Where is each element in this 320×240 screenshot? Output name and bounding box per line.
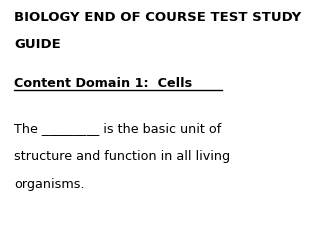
Text: GUIDE: GUIDE <box>14 38 61 51</box>
Text: The _________ is the basic unit of: The _________ is the basic unit of <box>14 122 222 135</box>
Text: structure and function in all living: structure and function in all living <box>14 150 230 163</box>
Text: organisms.: organisms. <box>14 178 85 191</box>
Text: BIOLOGY END OF COURSE TEST STUDY: BIOLOGY END OF COURSE TEST STUDY <box>14 11 302 24</box>
Text: Content Domain 1:  Cells: Content Domain 1: Cells <box>14 77 193 90</box>
